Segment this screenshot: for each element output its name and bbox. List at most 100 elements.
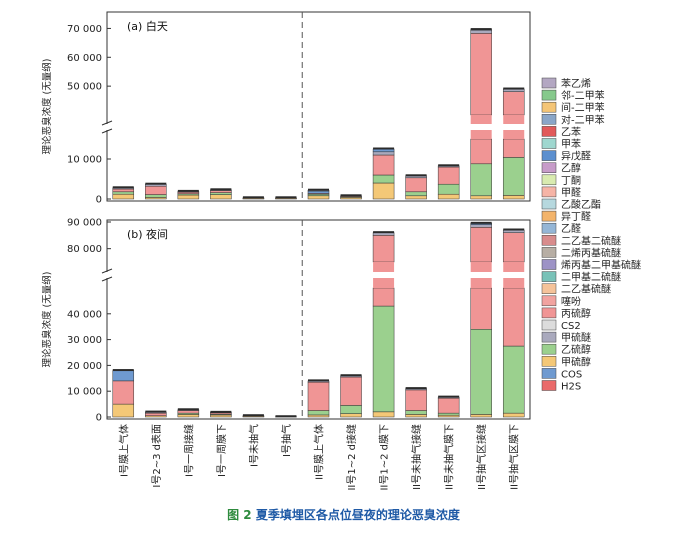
bar-segment-9-0-lower xyxy=(405,414,427,418)
bar-segment-0-2-lower xyxy=(112,370,135,382)
x-category-label: I号抽气 xyxy=(280,424,293,457)
bar-segment-6-2-lower xyxy=(307,381,330,411)
bar-segment-3-1-lower xyxy=(210,192,232,195)
y-tick-label: 10 000 xyxy=(67,155,102,166)
bar-segment-6-0-lower xyxy=(307,195,330,200)
bar-segment-12-2-upper xyxy=(502,232,525,263)
bar-cap-12 xyxy=(503,228,525,231)
legend-label: 烯丙基二甲基硫醚 xyxy=(561,259,641,272)
bar-cap-11 xyxy=(470,221,492,224)
y-tick-label: 80 000 xyxy=(67,244,102,255)
legend-label: 二甲基二硫醚 xyxy=(561,271,621,284)
bar-segment-10-2-lower xyxy=(437,166,460,185)
bar-segment-1-2-lower xyxy=(145,185,167,195)
bar-segment-2-0-lower xyxy=(177,414,200,418)
bar-segment-12-0-lower xyxy=(502,195,525,200)
bar-cap-2 xyxy=(177,408,199,411)
bar-cap-4 xyxy=(242,196,264,199)
panel-title: (b) 夜间 xyxy=(127,227,168,241)
bar-segment-8-2-lower xyxy=(372,154,395,176)
bar-segment-1-1-lower xyxy=(145,194,167,198)
bar-segment-10-1-lower xyxy=(437,412,460,416)
legend-label: 噻吩 xyxy=(561,295,581,308)
y-tick-label: 90 000 xyxy=(67,218,102,229)
bar-cap-12 xyxy=(503,87,525,90)
bar-cap-7 xyxy=(340,374,362,377)
bar-cap-8 xyxy=(373,231,395,234)
legend-label: 乙硫醇 xyxy=(561,343,591,356)
bar-segment-12-1-lower xyxy=(502,157,525,196)
legend-label: 甲醛 xyxy=(561,186,581,199)
legend-label: 邻-二甲苯 xyxy=(561,89,605,102)
legend-swatch xyxy=(541,259,557,270)
legend-label: 乙醛 xyxy=(561,222,581,235)
legend-swatch xyxy=(541,271,557,282)
bar-segment-12-0-lower xyxy=(502,412,525,418)
legend-label: H2S xyxy=(561,382,581,393)
bar-segment-3-2-lower xyxy=(210,190,232,193)
x-category-label: I号2~3 d表面 xyxy=(150,424,163,488)
bar-cap-5 xyxy=(275,196,297,199)
bar-segment-10-0-lower xyxy=(437,193,460,200)
legend-swatch xyxy=(541,368,557,379)
bar-segment-6-3-lower xyxy=(307,190,330,194)
legend-swatch xyxy=(541,138,557,149)
bar-segment-12-2-lower xyxy=(502,138,525,158)
axis-break-mark-1 xyxy=(101,128,113,134)
bar-cap-7 xyxy=(340,194,362,197)
axis-break-mark-1 xyxy=(101,276,113,282)
bar-segment-9-1-lower xyxy=(405,191,427,197)
legend-swatch xyxy=(541,89,557,101)
x-category-label: II号未抽气接缝 xyxy=(410,424,423,490)
bar-cap-10 xyxy=(438,164,460,167)
legend-label: 对-二甲苯 xyxy=(561,113,605,126)
bar-segment-6-0-lower xyxy=(307,414,330,418)
figure-caption: 图 2 夏季填埋区各点位昼夜的理论恶臭浓度 xyxy=(0,506,687,523)
legend-swatch xyxy=(541,343,557,355)
legend-swatch xyxy=(541,380,557,391)
bar-segment-0-1-lower xyxy=(112,380,135,405)
y-tick-label: 0 xyxy=(96,195,102,206)
bar-cap-9 xyxy=(405,174,427,177)
bar-segment-6-1-lower xyxy=(307,410,330,416)
y-tick-label: 0 xyxy=(96,413,102,424)
legend-swatch xyxy=(541,210,557,222)
legend-swatch xyxy=(541,295,557,307)
legend-swatch xyxy=(541,356,557,367)
legend-swatch xyxy=(541,247,557,258)
legend-swatch xyxy=(541,283,557,294)
x-category-label: II号抽气区膜下 xyxy=(508,424,521,490)
legend-swatch xyxy=(541,150,557,161)
bar-segment-11-1-lower xyxy=(470,163,492,197)
axis-break-mark-0 xyxy=(101,268,113,274)
plot-frame xyxy=(106,219,531,420)
legend: 苯乙烯邻-二甲苯间-二甲苯对-二甲苯乙苯甲苯异戊醛乙醇丁酮甲醛乙酸乙酯异丁醛乙醛… xyxy=(541,77,641,393)
y-axis-label: 理论恶臭浓度 (无量纲) xyxy=(41,272,53,368)
x-category-label: II号抽气区接缝 xyxy=(475,424,488,490)
bar-segment-7-0-lower xyxy=(340,413,362,418)
legend-label: 苯乙烯 xyxy=(561,77,591,90)
legend-swatch xyxy=(541,162,557,173)
bar-segment-8-0-lower xyxy=(372,182,395,200)
figure-number: 图 2 xyxy=(227,508,252,522)
legend-swatch xyxy=(541,235,557,246)
bar-cap-3 xyxy=(210,188,232,191)
legend-swatch xyxy=(541,307,557,319)
legend-swatch xyxy=(541,186,557,198)
bar-cap-1 xyxy=(145,182,167,185)
bar-segment-7-2-lower xyxy=(340,376,362,406)
bar-segment-10-1-lower xyxy=(437,183,460,195)
legend-label: 乙苯 xyxy=(561,125,581,138)
bar-segment-8-1-lower xyxy=(372,305,395,413)
bar-segment-11-3-upper xyxy=(470,29,492,34)
figure-title: 夏季填埋区各点位昼夜的理论恶臭浓度 xyxy=(255,508,460,522)
bar-cap-1 xyxy=(145,410,167,413)
legend-label: CS2 xyxy=(561,321,581,332)
bar-segment-11-0-lower xyxy=(470,414,492,418)
bar-segment-1-1-lower xyxy=(145,412,167,416)
bar-segment-8-3-lower xyxy=(372,151,395,156)
y-tick-label: 60 000 xyxy=(67,53,102,64)
x-category-label: I号一周膜下 xyxy=(216,424,228,477)
bar-segment-7-1-lower xyxy=(340,405,362,414)
